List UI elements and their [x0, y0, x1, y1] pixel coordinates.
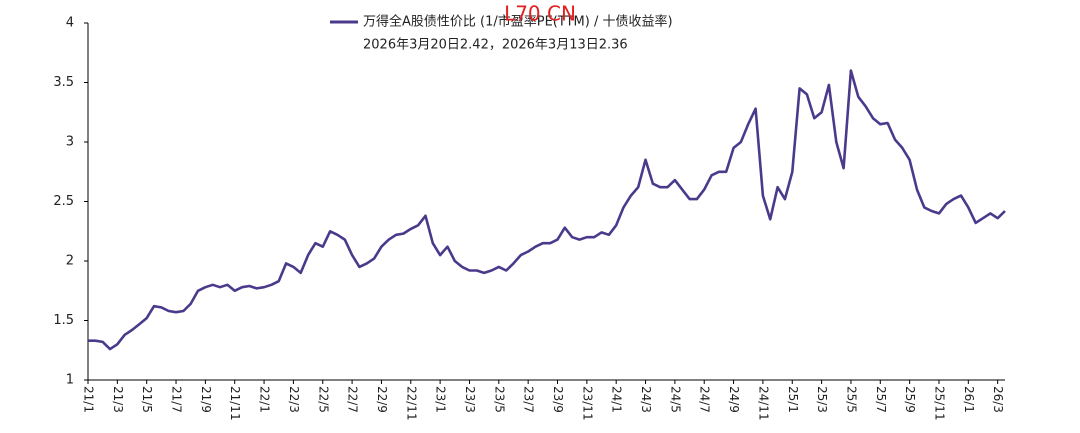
x-tick-label: 23/7	[522, 386, 536, 413]
x-tick-label: 25/11	[932, 386, 946, 421]
legend-label: 万得全A股债性价比 (1/市盈率PE(TTM) / 十债收益率)	[363, 14, 673, 30]
x-tick-label: 25/1	[786, 386, 800, 413]
x-tick-label: 24/9	[727, 386, 741, 413]
x-tick-label: 22/7	[346, 386, 360, 413]
x-tick-label: 25/7	[874, 386, 888, 413]
data-line	[88, 69, 1006, 351]
x-tick-label: 23/1	[434, 386, 448, 413]
x-tick-label: 23/11	[580, 386, 594, 421]
y-tick-label: 1	[66, 373, 74, 388]
x-tick-label: 21/3	[111, 386, 125, 413]
watermark: L70 CN	[504, 2, 576, 26]
x-tick-label: 22/3	[287, 386, 301, 413]
x-tick-label: 23/3	[463, 386, 477, 413]
x-tick-label: 22/11	[404, 386, 418, 421]
x-tick-label: 21/7	[170, 386, 184, 413]
x-tick-label: 21/5	[140, 386, 154, 413]
x-tick-label: 24/1	[610, 386, 624, 413]
x-tick-label: 22/5	[316, 386, 330, 413]
y-tick-label: 3	[66, 135, 74, 150]
x-tick-label: 22/9	[375, 386, 389, 413]
x-tick-label: 23/9	[551, 386, 565, 413]
y-tick-label: 1.5	[53, 313, 74, 328]
x-tick-label: 24/5	[668, 386, 682, 413]
x-tick-label: 25/5	[844, 386, 858, 413]
x-tick-label: 21/9	[199, 386, 213, 413]
subtitle: 2026年3月20日2.42，2026年3月13日2.36	[363, 38, 628, 53]
x-tick-label: 26/1	[962, 386, 976, 413]
x-tick-label: 21/11	[228, 386, 242, 421]
x-tick-label: 23/5	[492, 386, 506, 413]
y-tick-label: 3.5	[53, 75, 74, 90]
x-tick-label: 25/3	[815, 386, 829, 413]
x-tick-label: 24/7	[698, 386, 712, 413]
y-tick-label: 4	[66, 16, 74, 31]
x-tick-label: 24/11	[756, 386, 770, 421]
x-tick-label: 22/1	[258, 386, 272, 413]
x-tick-label: 24/3	[639, 386, 653, 413]
x-tick-label: 21/1	[82, 386, 96, 413]
x-tick-label: 25/9	[903, 386, 917, 413]
y-tick-label: 2	[66, 254, 74, 269]
y-tick-label: 2.5	[53, 194, 74, 209]
x-tick-label: 26/3	[991, 386, 1005, 413]
